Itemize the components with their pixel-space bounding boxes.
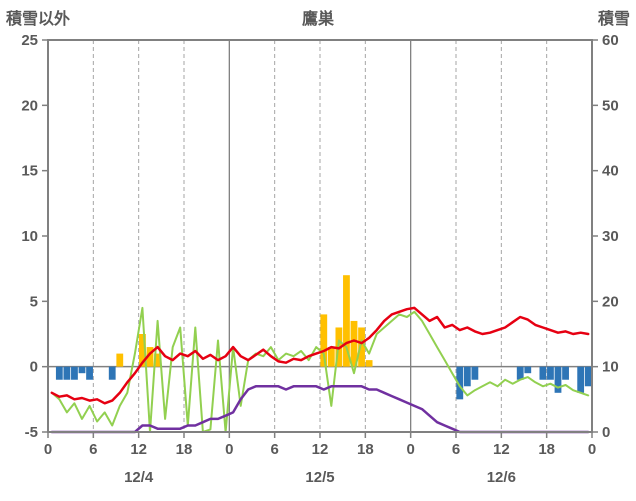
bar: [539, 366, 547, 380]
chart-title: 鷹巣: [301, 11, 334, 28]
bar: [78, 366, 86, 374]
bar: [63, 366, 71, 380]
right-tick-label: 0: [602, 424, 610, 441]
bar: [554, 366, 562, 393]
day-label: 12/4: [124, 469, 154, 486]
left-axis-title: 積雪以外: [6, 11, 71, 28]
gridlines: [92, 40, 548, 432]
left-tick-label: 15: [21, 163, 38, 180]
x-tick-label: 12: [493, 441, 510, 458]
x-tick-label: 0: [588, 441, 596, 458]
bar: [577, 366, 585, 393]
bar: [154, 353, 161, 367]
x-tick-label: 18: [176, 441, 193, 458]
x-tick-label: 18: [538, 441, 555, 458]
blue-bars: [55, 366, 592, 400]
bar: [584, 366, 592, 387]
left-tick-label: 25: [21, 32, 38, 49]
red-line: [50, 306, 590, 405]
x-tick-label: 6: [89, 441, 97, 458]
bar: [320, 314, 328, 367]
right-axis-title: 積雪: [597, 11, 630, 28]
x-tick-label: 12: [130, 441, 147, 458]
bar: [327, 347, 335, 367]
bar: [365, 360, 373, 367]
bar: [463, 366, 471, 387]
right-tick-label: 30: [602, 228, 619, 245]
x-tick-label: 6: [452, 441, 460, 458]
right-tick-label: 20: [602, 293, 619, 310]
bar: [562, 366, 569, 380]
x-tick-label: 12: [312, 441, 329, 458]
left-tick-label: -5: [25, 424, 38, 441]
bar: [86, 366, 93, 380]
x-tick-label: 0: [44, 441, 52, 458]
x-tick-label: 6: [270, 441, 278, 458]
bar: [471, 366, 479, 380]
bar: [146, 347, 154, 367]
left-tick-label: 5: [30, 293, 38, 310]
bar: [139, 334, 146, 367]
bar: [547, 366, 554, 380]
bar: [516, 366, 524, 380]
bar: [116, 353, 124, 367]
right-tick-label: 50: [602, 97, 619, 114]
bar: [343, 275, 350, 367]
bar: [108, 366, 116, 380]
bar: [456, 366, 464, 400]
plot-border: [47, 39, 593, 433]
bar: [358, 327, 365, 367]
x-tick-label: 18: [357, 441, 374, 458]
right-tick-label: 60: [602, 32, 619, 49]
x-tick-label: 0: [225, 441, 233, 458]
left-tick-label: 20: [21, 97, 38, 114]
right-tick-label: 10: [602, 359, 619, 376]
left-tick-label: 10: [21, 228, 38, 245]
x-tick-label: 0: [406, 441, 414, 458]
bar: [350, 320, 358, 367]
day-label: 12/6: [487, 469, 516, 486]
bar: [524, 366, 532, 374]
right-tick-label: 40: [602, 163, 619, 180]
left-tick-label: 0: [30, 359, 38, 376]
green-line: [50, 306, 590, 433]
day-label: 12/5: [305, 469, 334, 486]
bar: [71, 366, 78, 380]
bar: [55, 366, 63, 380]
